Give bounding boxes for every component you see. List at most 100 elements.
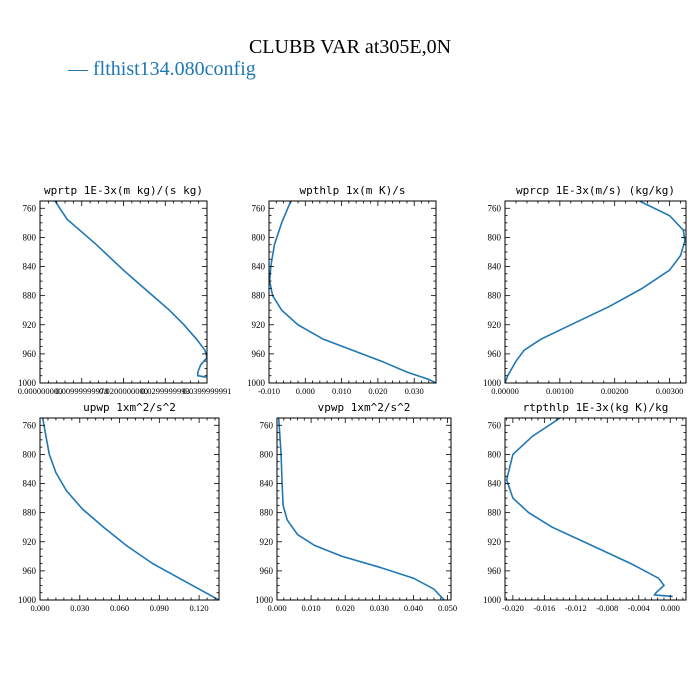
- y-tick-label: 880: [23, 508, 37, 518]
- y-tick-label: 840: [488, 262, 502, 272]
- x-tick-label: 0.010: [332, 386, 351, 396]
- panel-3: wprcp 1E-3x(m/s) (kg/kg) 760 800 840 880 920 9…: [483, 184, 687, 396]
- series-line: [505, 201, 686, 383]
- x-tick-label: 0.00000: [491, 386, 519, 396]
- panel-title: wprtp 1E-3x(m kg)/(s kg): [44, 184, 203, 197]
- y-tick-label: 1000: [483, 595, 502, 605]
- x-tick-label: 0.000: [267, 603, 286, 613]
- series-line: [505, 418, 673, 598]
- x-tick-label: 0.010: [302, 603, 321, 613]
- x-tick-label: 0.00200: [601, 386, 629, 396]
- plot-frame: [504, 200, 687, 384]
- x-tick-label: 0.020: [368, 386, 387, 396]
- x-tick-label: 0.000: [661, 603, 680, 613]
- y-tick-label: 840: [23, 479, 37, 489]
- x-tick-label: 0.000: [30, 603, 49, 613]
- panel-2: wpthlp 1x(m K)/s 760 800 840 880 920 960 1000-0…: [247, 184, 437, 396]
- plot-frame: [39, 200, 208, 384]
- x-tick-label: 0.00100: [546, 386, 574, 396]
- x-tick-label: -0.010: [258, 386, 280, 396]
- y-tick-label: 1000: [255, 595, 274, 605]
- x-tick-label: 0.00300: [656, 386, 684, 396]
- plot-frame: [276, 417, 452, 601]
- y-tick-label: 800: [260, 449, 274, 459]
- y-tick-label: 960: [252, 349, 266, 359]
- panel-1: wprtp 1E-3x(m kg)/(s kg) 760 800 840 880 920 9…: [18, 184, 232, 396]
- x-tick-label: -0.008: [596, 603, 618, 613]
- y-tick-label: 840: [252, 262, 266, 272]
- y-tick-label: 840: [488, 479, 502, 489]
- x-tick-label: 0.00999999978: [55, 386, 108, 396]
- panel-title: vpwp 1xm^2/s^2: [318, 401, 411, 414]
- y-tick-label: 1000: [483, 378, 502, 388]
- y-tick-label: 960: [488, 566, 502, 576]
- panel-title: wprcp 1E-3x(m/s) (kg/kg): [516, 184, 675, 197]
- plot-frame: [504, 417, 687, 601]
- y-tick-label: 920: [488, 320, 502, 330]
- y-tick-label: 880: [488, 508, 502, 518]
- y-tick-label: 880: [488, 291, 502, 301]
- y-tick-label: 760: [488, 203, 502, 213]
- x-tick-label: 0.040: [404, 603, 423, 613]
- chart-title: CLUBB VAR at305E,0N: [248, 36, 452, 58]
- x-tick-label: 0.0399999991: [183, 386, 232, 396]
- x-tick-label: 0.0299999993: [141, 386, 190, 396]
- series-line: [269, 201, 436, 383]
- y-tick-label: 760: [260, 420, 274, 430]
- panel-title: upwp 1xm^2/s^2: [83, 401, 176, 414]
- plot-frame: [268, 200, 437, 384]
- y-tick-label: 960: [260, 566, 274, 576]
- y-tick-label: 800: [488, 449, 502, 459]
- panel-title: rtpthlp 1E-3x(kg K)/kg: [523, 401, 669, 414]
- x-tick-label: -0.004: [628, 603, 651, 613]
- y-tick-label: 840: [260, 479, 274, 489]
- y-tick-label: 960: [23, 566, 37, 576]
- y-tick-label: 800: [23, 449, 37, 459]
- y-tick-label: 800: [252, 232, 266, 242]
- y-tick-label: 920: [488, 537, 502, 547]
- x-tick-label: 0.050: [438, 603, 457, 613]
- y-tick-label: 920: [23, 537, 37, 547]
- series-line: [54, 201, 207, 378]
- y-tick-label: 920: [252, 320, 266, 330]
- y-tick-label: 760: [252, 203, 266, 213]
- x-tick-label: 0.030: [405, 386, 424, 396]
- y-tick-label: 800: [488, 232, 502, 242]
- y-tick-label: 960: [488, 349, 502, 359]
- x-tick-label: -0.020: [502, 603, 524, 613]
- y-tick-label: 880: [23, 291, 37, 301]
- plot-frame: [39, 417, 220, 601]
- panel-4: upwp 1xm^2/s^2 760 800 840 880 920 960 10000.00…: [18, 401, 220, 613]
- panel-title: wpthlp 1x(m K)/s: [300, 184, 406, 197]
- x-tick-label: 0.000: [296, 386, 315, 396]
- legend-swatch: —: [68, 58, 93, 80]
- x-tick-label: 0.090: [150, 603, 169, 613]
- y-tick-label: 800: [23, 232, 37, 242]
- y-tick-label: 760: [23, 420, 37, 430]
- y-tick-label: 960: [23, 349, 37, 359]
- panel-5: vpwp 1xm^2/s^2 760 800 840 880 920 960 10000.00…: [255, 401, 457, 613]
- x-tick-label: 0.030: [70, 603, 89, 613]
- x-tick-label: 0.030: [370, 603, 389, 613]
- y-tick-label: 1000: [18, 595, 37, 605]
- legend-entry: — flthist134.080config: [68, 58, 256, 81]
- y-tick-label: 1000: [247, 378, 266, 388]
- x-tick-label: 0.060: [110, 603, 129, 613]
- legend-label: flthist134.080config: [93, 58, 256, 80]
- y-tick-label: 760: [23, 203, 37, 213]
- y-tick-label: 760: [488, 420, 502, 430]
- x-tick-label: 0.0200000000: [99, 386, 148, 396]
- series-line: [41, 418, 219, 600]
- y-tick-label: 1000: [18, 378, 37, 388]
- x-tick-label: -0.016: [533, 603, 555, 613]
- x-tick-label: 0.020: [336, 603, 355, 613]
- y-tick-label: 880: [252, 291, 266, 301]
- x-tick-label: -0.012: [565, 603, 587, 613]
- panel-6: rtpthlp 1E-3x(kg K)/kg 760 800 840 880 920 960…: [483, 401, 687, 613]
- y-tick-label: 880: [260, 508, 274, 518]
- x-tick-label: 0.120: [190, 603, 209, 613]
- x-tick-label: 0.000000000: [18, 386, 63, 396]
- y-tick-label: 920: [23, 320, 37, 330]
- y-tick-label: 840: [23, 262, 37, 272]
